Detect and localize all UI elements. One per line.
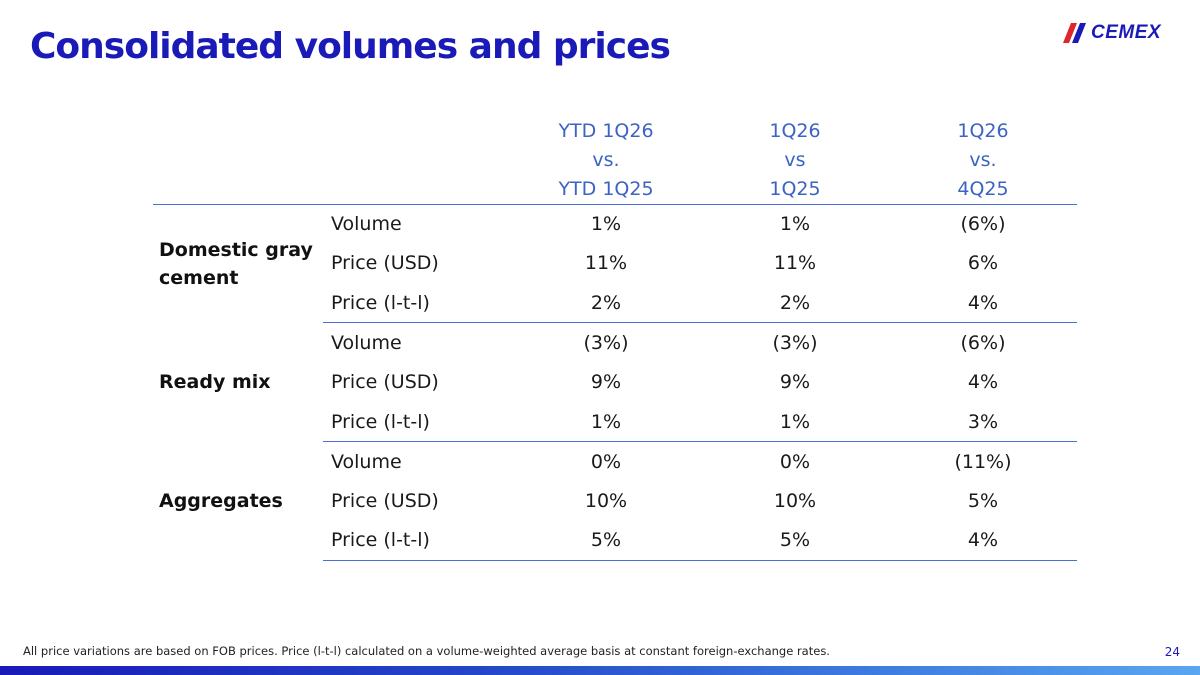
table-row: Ready mix Volume (3%) (3%) (6%) [153, 323, 1077, 393]
table-cell: 10% [773, 489, 817, 512]
table-cell: 3% [889, 401, 1077, 443]
cemex-logo: CEMEX [1063, 21, 1179, 45]
table-cell: 1% [511, 401, 701, 443]
table-cell: 9% [590, 371, 622, 394]
cemex-stripes-icon [1063, 23, 1086, 43]
volumes-prices-table: YTD 1Q26 vs. YTD 1Q25 1Q26 vs 1Q25 1Q26 … [153, 115, 1077, 561]
table-cell: 9% [779, 371, 811, 394]
table-cell: (3%) [772, 331, 818, 354]
metric-label: Volume [331, 213, 402, 236]
table-cell: 1% [779, 213, 811, 236]
table-header-row: YTD 1Q26 vs. YTD 1Q25 1Q26 vs 1Q25 1Q26 … [153, 115, 1077, 205]
table-cell: 2% [511, 283, 701, 324]
table-row: Price (USD) 11% 11% 6% [153, 244, 1077, 284]
logo-text: CEMEX [1091, 22, 1162, 43]
table-cell: (11%) [954, 450, 1012, 473]
column-header-ytd: YTD 1Q26 vs. YTD 1Q25 [511, 115, 701, 205]
metric-label: Volume [331, 450, 402, 473]
header-metric-spacer [323, 115, 511, 205]
table-cell: 4% [889, 283, 1077, 324]
column-header-quarter-yoy: 1Q26 vs 1Q25 [701, 115, 889, 205]
metric-label: Price (USD) [331, 489, 439, 512]
table-cell: 5% [967, 489, 999, 512]
table-row: Price (l-t-l) 5% 5% 4% [153, 520, 1077, 561]
metric-label: Price (l-t-l) [323, 401, 511, 443]
table-cell: (3%) [583, 331, 629, 354]
table-cell: 5% [511, 520, 701, 561]
bottom-gradient-bar [0, 666, 1200, 675]
metric-label: Price (USD) [331, 252, 439, 275]
table-cell: 0% [590, 450, 622, 473]
table-row: Price (l-t-l) 1% 1% 3% [153, 401, 1077, 443]
table-cell: 2% [701, 283, 889, 324]
table-row: Domestic gray cement Volume 1% 1% (6%) [153, 204, 1077, 289]
table-cell: 4% [967, 371, 999, 394]
table-cell: 0% [779, 450, 811, 473]
group-label-ready-mix: Ready mix [159, 371, 271, 394]
table-row: Price (USD) 9% 9% 4% [153, 362, 1077, 402]
table-cell: 4% [889, 520, 1077, 561]
table-cell: (6%) [960, 331, 1006, 354]
metric-label: Price (USD) [331, 371, 439, 394]
table-row: Aggregates Volume 0% 0% (11%) [153, 442, 1077, 512]
column-header-quarter-qoq: 1Q26 vs. 4Q25 [889, 115, 1077, 205]
table-cell: 11% [584, 252, 628, 275]
table-row: Price (USD) 10% 10% 5% [153, 481, 1077, 521]
page-title: Consolidated volumes and prices [30, 26, 671, 67]
table-cell: 1% [590, 213, 622, 236]
table-cell: 5% [701, 520, 889, 561]
page-number: 24 [1164, 645, 1180, 659]
metric-label: Price (l-t-l) [323, 283, 511, 324]
metric-label: Volume [331, 331, 402, 354]
metric-label: Price (l-t-l) [323, 520, 511, 561]
table-cell: 1% [701, 401, 889, 443]
group-label-aggregates: Aggregates [159, 489, 283, 512]
table-cell: 10% [584, 489, 628, 512]
table-cell: 11% [773, 252, 817, 275]
header-group-spacer [153, 115, 323, 205]
table-row: Price (l-t-l) 2% 2% 4% [153, 283, 1077, 324]
group-label-cement: Domestic gray cement [159, 238, 313, 289]
table-cell: (6%) [960, 213, 1006, 236]
footnote: All price variations are based on FOB pr… [23, 644, 830, 658]
table-cell: 6% [967, 252, 999, 275]
